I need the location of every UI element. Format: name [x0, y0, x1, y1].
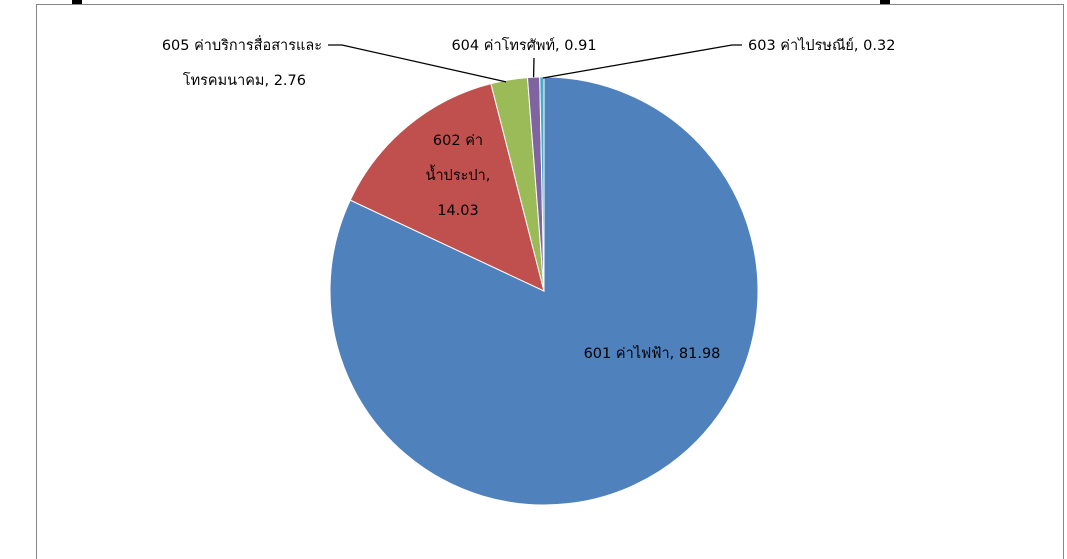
pie-slice-5 [539, 76, 545, 292]
slice-label-605: 605 ค่าบริการสื่อสารและ [162, 35, 322, 54]
slice-label-601: 601 ค่าไฟฟ้า, 81.98 [584, 344, 721, 362]
top-edge-cropped-text [0, 0, 1067, 4]
leader-line-605 [328, 44, 507, 83]
slice-label-602: น้ำประปา, [426, 164, 491, 184]
slice-label-604: 604 ค่าโทรศัพท์, 0.91 [451, 36, 596, 54]
slice-label-602: 14.03 [437, 203, 479, 219]
slice-label-602: 602 ค่า [433, 133, 483, 149]
pie-slice-1 [329, 76, 759, 506]
slice-label-603: 603 ค่าไปรษณีย์, 0.32 [748, 36, 895, 54]
slice-label-605: โทรคมนาคม, 2.76 [183, 71, 306, 89]
leader-line-603 [542, 44, 742, 79]
pie-slice-2 [349, 83, 545, 292]
